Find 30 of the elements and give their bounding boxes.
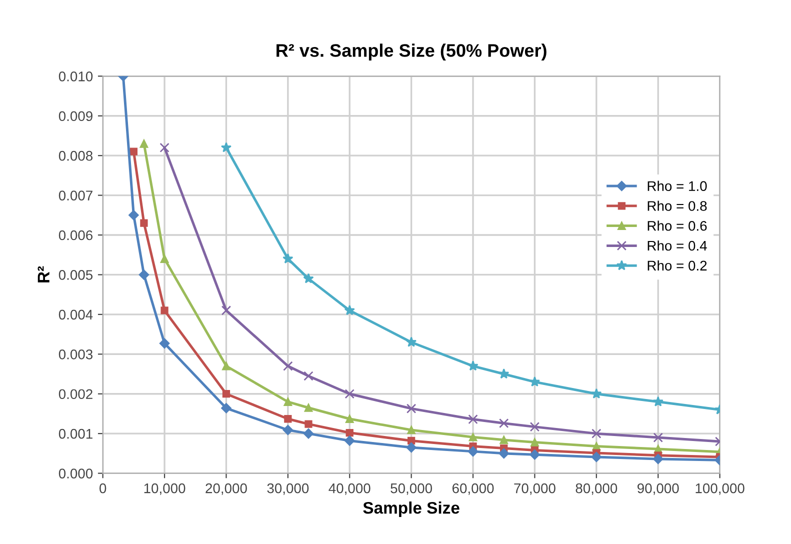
x-tick-label: 0 [100, 483, 106, 494]
x-tick-label: 80,000 [576, 483, 618, 495]
y-tick-label: 0.001 [58, 428, 92, 439]
y-tick-label: 0.003 [58, 349, 92, 360]
x-tick-label: 20,000 [206, 483, 247, 495]
chart-title: R² vs. Sample Size (50% Power) [276, 44, 546, 60]
y-tick-label: 0.008 [58, 150, 93, 161]
legend-label: Rho = 0.4 [648, 240, 707, 251]
x-tick-label: 30,000 [267, 483, 309, 495]
y-tick-label: 0.005 [58, 270, 93, 280]
legend-label: Rho = 0.2 [648, 260, 707, 271]
x-tick-label: 50,000 [390, 483, 432, 495]
y-axis-title: R² [38, 266, 50, 282]
y-tick-label: 0.006 [58, 230, 92, 240]
x-tick-label: 90,000 [638, 483, 679, 495]
legend-label: Rho = 1.0 [648, 180, 707, 192]
x-tick-label: 60,000 [452, 483, 494, 495]
x-tick-label: 70,000 [514, 483, 556, 495]
x-axis-title: Sample Size [363, 502, 460, 518]
y-tick-label: 0.010 [58, 71, 93, 82]
y-tick-label: 0.002 [58, 389, 92, 400]
legend-label: Rho = 0.6 [648, 220, 707, 231]
y-tick-label: 0.004 [58, 310, 93, 320]
x-tick-label: 10,000 [144, 483, 186, 495]
x-tick-label: 40,000 [328, 483, 370, 495]
y-tick-label: 0.009 [58, 111, 92, 122]
y-tick-label: 0.007 [58, 190, 92, 200]
x-tick-label: 100,000 [696, 483, 744, 495]
legend-label: Rho = 0.8 [648, 200, 707, 211]
y-tick-label: 0.000 [58, 468, 93, 478]
